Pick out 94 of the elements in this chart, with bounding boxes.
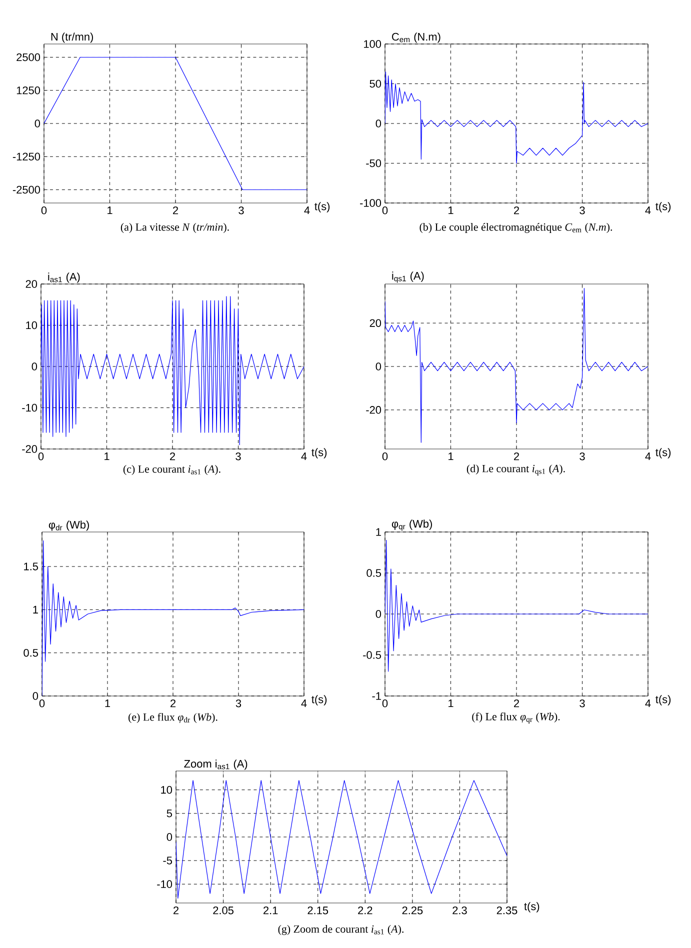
y-axis-title: C$_{em}$ (N.m)	[392, 32, 440, 43]
y-tick-label: -50	[366, 159, 382, 168]
x-tick-label: 2.3	[452, 906, 467, 914]
x-tick-label: 4	[301, 700, 307, 708]
y-tick-label: -10	[157, 880, 172, 888]
x-axis-title: t(s)	[314, 202, 330, 212]
line-series	[385, 288, 648, 443]
x-tick-label: 0	[41, 206, 47, 214]
x-tick-label: 1	[105, 700, 110, 708]
text: (a) La vitesse N (tr/min).	[120, 223, 229, 233]
y-tick-label: 20	[26, 280, 38, 288]
x-tick-label: 4	[645, 452, 651, 460]
x-tick-label: 1	[448, 452, 454, 460]
y-axis-title: φ$_{qr}$ (Wb)	[392, 520, 432, 531]
x-tick-label: 2.2	[358, 906, 372, 914]
x-axis-title: t(s)	[656, 448, 671, 458]
y-tick-label: 0	[376, 610, 382, 618]
x-tick-label: 0	[382, 452, 388, 460]
y-axis-title: φ$_{dr}$ (Wb)	[48, 520, 89, 531]
y-tick-label: 1	[376, 528, 381, 536]
x-tick-label: 3	[580, 206, 585, 214]
y-tick-label: 1250	[16, 86, 40, 94]
y-tick-label: 0.5	[24, 648, 38, 657]
x-tick-label: 2	[174, 906, 178, 914]
x-tick-label: 0	[382, 206, 388, 214]
line-series	[385, 72, 648, 164]
x-tick-label: 1	[448, 700, 454, 708]
y-tick-label: 1.5	[24, 562, 38, 570]
y-tick-label: -1250	[12, 152, 40, 160]
x-tick-label: 4	[645, 700, 651, 708]
y-tick-label: 0	[376, 120, 382, 128]
y-tick-label: 0	[376, 362, 382, 370]
y-axis-title: i$_{qs1}$ (A)	[392, 272, 424, 283]
y-axis-title: Zoom i$_{as1}$ (A)	[184, 760, 248, 770]
line-series	[385, 540, 648, 672]
text: (c) Le courant i$_{as1}$ (A).	[123, 465, 220, 475]
x-axis-title: t(s)	[524, 902, 540, 912]
y-tick-label: -0.5	[363, 651, 382, 659]
y-tick-label: -10	[22, 404, 38, 412]
x-tick-label: 1	[104, 452, 110, 460]
x-tick-label: 3	[580, 700, 585, 708]
x-tick-label: 3	[236, 700, 242, 708]
y-tick-label: 50	[370, 80, 382, 88]
x-tick-label: 2	[514, 206, 519, 214]
x-axis-title: t(s)	[656, 202, 671, 212]
x-tick-label: 2.25	[402, 906, 423, 914]
y-tick-label: -20	[22, 445, 38, 453]
x-tick-label: 3	[580, 452, 585, 460]
x-tick-label: 2	[170, 700, 176, 708]
x-tick-label: 2.1	[264, 906, 278, 914]
x-tick-label: 1	[448, 206, 454, 214]
text: (f) Le flux φ$_{qr}$ (Wb).	[472, 712, 560, 724]
x-tick-label: 1	[108, 206, 112, 214]
y-tick-label: -2500	[12, 186, 40, 194]
x-tick-label: 2	[514, 700, 519, 708]
y-tick-label: -20	[366, 406, 382, 414]
y-tick-label: -1	[372, 692, 381, 700]
y-tick-label: 0	[32, 362, 38, 370]
text: (g) Zoom de courant i$_{as1}$ (A).	[278, 925, 404, 935]
x-axis-title: t(s)	[656, 695, 671, 706]
y-tick-label: 10	[161, 786, 172, 794]
line-series	[176, 780, 507, 899]
y-tick-label: 0	[34, 120, 40, 128]
text: (d) Le courant i$_{qs1}$ (A).	[466, 464, 565, 476]
x-tick-label: 4	[301, 452, 307, 460]
x-tick-label: 3	[236, 452, 241, 460]
x-tick-label: 2	[514, 452, 519, 460]
line-series	[41, 296, 304, 446]
x-axis-title: t(s)	[312, 695, 327, 706]
text: (b) Le couple électromagnétique C$_{em}$ (N.m).	[420, 223, 612, 233]
x-tick-label: 2.05	[213, 906, 234, 914]
y-tick-label: 100	[364, 40, 382, 48]
y-tick-label: 2500	[16, 53, 40, 62]
x-tick-label: 4	[645, 206, 651, 214]
x-tick-label: 2	[173, 206, 178, 214]
x-tick-label: 4	[304, 206, 310, 214]
y-tick-label: -100	[360, 199, 382, 207]
x-tick-label: 0	[382, 700, 388, 708]
y-tick-label: 5	[166, 810, 172, 818]
x-axis-title: t(s)	[312, 448, 327, 458]
text: (e) Le flux φ$_{dr}$ (Wb).	[128, 712, 218, 724]
x-tick-label: 2.15	[308, 906, 328, 914]
y-axis-title: i$_{as1}$ (A)	[48, 272, 80, 283]
x-tick-label: 2	[170, 452, 175, 460]
y-tick-label: 10	[26, 321, 38, 330]
y-tick-label: 0.5	[366, 569, 382, 577]
y-tick-label: -5	[163, 856, 172, 864]
y-tick-label: 20	[370, 319, 382, 327]
y-tick-label: 0	[166, 833, 172, 841]
y-axis-title: N (tr/mn)	[51, 32, 93, 43]
y-tick-label: 0	[32, 692, 38, 700]
x-tick-label: 3	[238, 206, 244, 214]
x-tick-label: 2.35	[496, 906, 518, 914]
y-tick-label: 1	[33, 606, 38, 614]
